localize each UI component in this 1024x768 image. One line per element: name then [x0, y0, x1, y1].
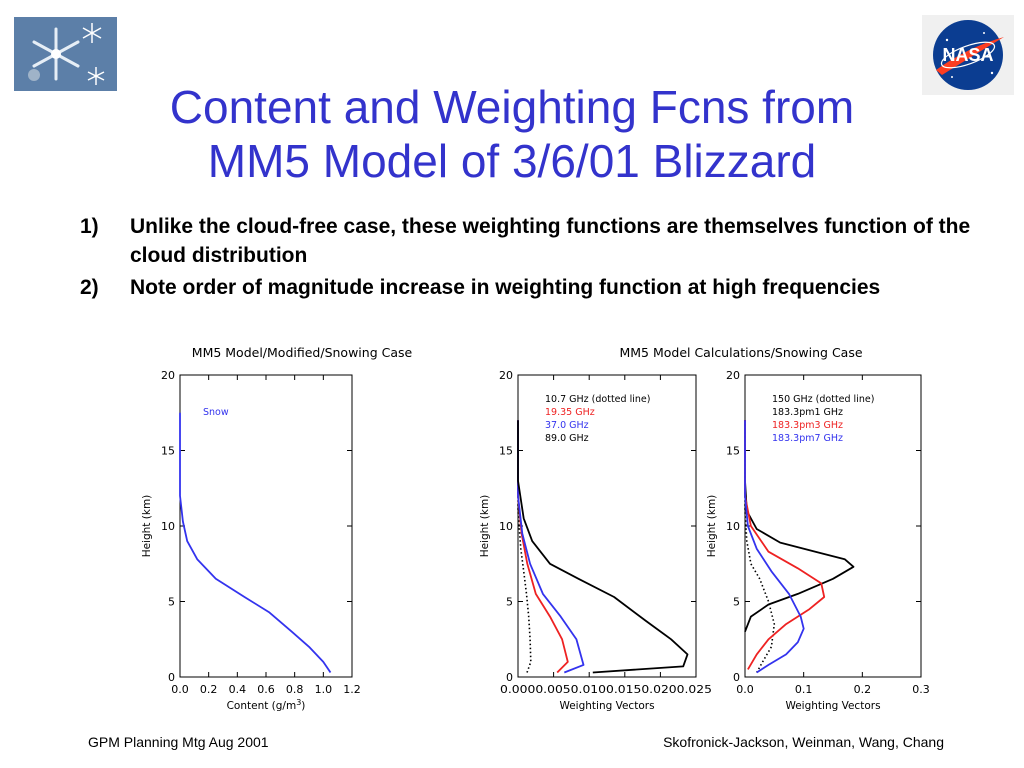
- x-tick-label: 0.4: [229, 683, 247, 696]
- y-tick-label: 15: [499, 445, 513, 458]
- y-tick-label: 5: [506, 596, 513, 609]
- x-tick-label: 0.8: [286, 683, 304, 696]
- legend-entry: Snow: [203, 407, 229, 418]
- bullet-text: Unlike the cloud-free case, these weight…: [130, 215, 971, 267]
- x-tick-label: 0.6: [257, 683, 275, 696]
- series-line-183-3pm3-ghz: [744, 420, 826, 670]
- nasa-logo: NASA: [922, 15, 1014, 95]
- series-line-37-0-ghz: [517, 420, 585, 674]
- y-tick-label: 20: [161, 369, 175, 382]
- title-line-1: Content and Weighting Fcns from: [169, 81, 855, 133]
- legend-entry: 183.3pm7 GHz: [772, 433, 843, 444]
- x-tick-label: 1.0: [315, 683, 333, 696]
- y-tick-label: 5: [168, 596, 175, 609]
- bullet-item: 1) Unlike the cloud-free case, these wei…: [80, 212, 990, 270]
- chart-3-xlabel: Weighting Vectors: [785, 700, 880, 712]
- legend-entry: 89.0 GHz: [545, 433, 589, 444]
- x-tick-label: 0.0: [736, 683, 754, 696]
- y-tick-label: 20: [726, 369, 740, 382]
- x-tick-label: 1.2: [343, 683, 361, 696]
- y-tick-label: 15: [726, 445, 740, 458]
- figure-area: MM5 Model/Modified/Snowing Case MM5 Mode…: [0, 338, 1024, 720]
- bullet-number: 2): [80, 276, 99, 299]
- slide-title: Content and Weighting Fcns from MM5 Mode…: [60, 80, 964, 188]
- y-tick-label: 0: [733, 671, 740, 684]
- footer-right: Skofronick-Jackson, Weinman, Wang, Chang: [663, 734, 944, 750]
- x-tick-label: 0.2: [854, 683, 872, 696]
- title-line-2: MM5 Model of 3/6/01 Blizzard: [207, 135, 817, 187]
- y-tick-label: 15: [161, 445, 175, 458]
- charts-svg: MM5 Model/Modified/Snowing Case MM5 Mode…: [141, 345, 930, 712]
- legend-entry: 183.3pm1 GHz: [772, 407, 843, 418]
- snowflake-logo: [14, 17, 117, 91]
- x-tick-labels: 0.0000.0050.0100.0150.0200.025: [500, 683, 712, 696]
- y-tick-label: 10: [161, 520, 175, 533]
- bullet-number: 1): [80, 215, 99, 238]
- y-tick-label: 0: [168, 671, 175, 684]
- series-line-183-3pm7-ghz: [744, 420, 805, 674]
- legend-entry: 10.7 GHz (dotted line): [545, 394, 650, 405]
- bullet-text: Note order of magnitude increase in weig…: [130, 276, 881, 299]
- legend-entry: 19.35 GHz: [545, 407, 595, 418]
- y-tick-label: 5: [733, 596, 740, 609]
- x-tick-label: 0.3: [912, 683, 930, 696]
- chart-right-title: MM5 Model Calculations/Snowing Case: [619, 345, 862, 360]
- y-tick-label: 0: [506, 671, 513, 684]
- bullet-item: 2) Note order of magnitude increase in w…: [80, 273, 990, 302]
- y-tick-label: 10: [726, 520, 740, 533]
- chart-3-ylabel: Height (km): [706, 495, 718, 558]
- series-line-183-3pm1-ghz: [744, 420, 855, 633]
- y-tick-label: 20: [499, 369, 513, 382]
- x-tick-label: 0.0: [171, 683, 189, 696]
- series-line-snow: [179, 412, 332, 674]
- legend-entry: 183.3pm3 GHz: [772, 420, 843, 431]
- series-line-150-ghz: [744, 420, 776, 673]
- chart-2-ylabel: Height (km): [479, 495, 491, 558]
- chart-2-xlabel: Weighting Vectors: [559, 700, 654, 712]
- series-line-89-0-ghz: [517, 420, 689, 674]
- footer-left: GPM Planning Mtg Aug 2001: [88, 734, 269, 750]
- x-tick-label: 0.1: [795, 683, 813, 696]
- x-tick-label: 0.2: [200, 683, 218, 696]
- legend-entry: 37.0 GHz: [545, 420, 589, 431]
- y-tick-label: 10: [499, 520, 513, 533]
- chart-1-title: MM5 Model/Modified/Snowing Case: [192, 345, 413, 360]
- chart-1-frame: [179, 374, 353, 678]
- nasa-logo-text: NASA: [942, 45, 993, 65]
- chart-1-xlabel: Content (g/m3): [227, 698, 306, 712]
- bullet-list: 1) Unlike the cloud-free case, these wei…: [80, 212, 990, 305]
- legend-entry: 150 GHz (dotted line): [772, 394, 874, 405]
- chart-1-ylabel: Height (km): [141, 495, 153, 558]
